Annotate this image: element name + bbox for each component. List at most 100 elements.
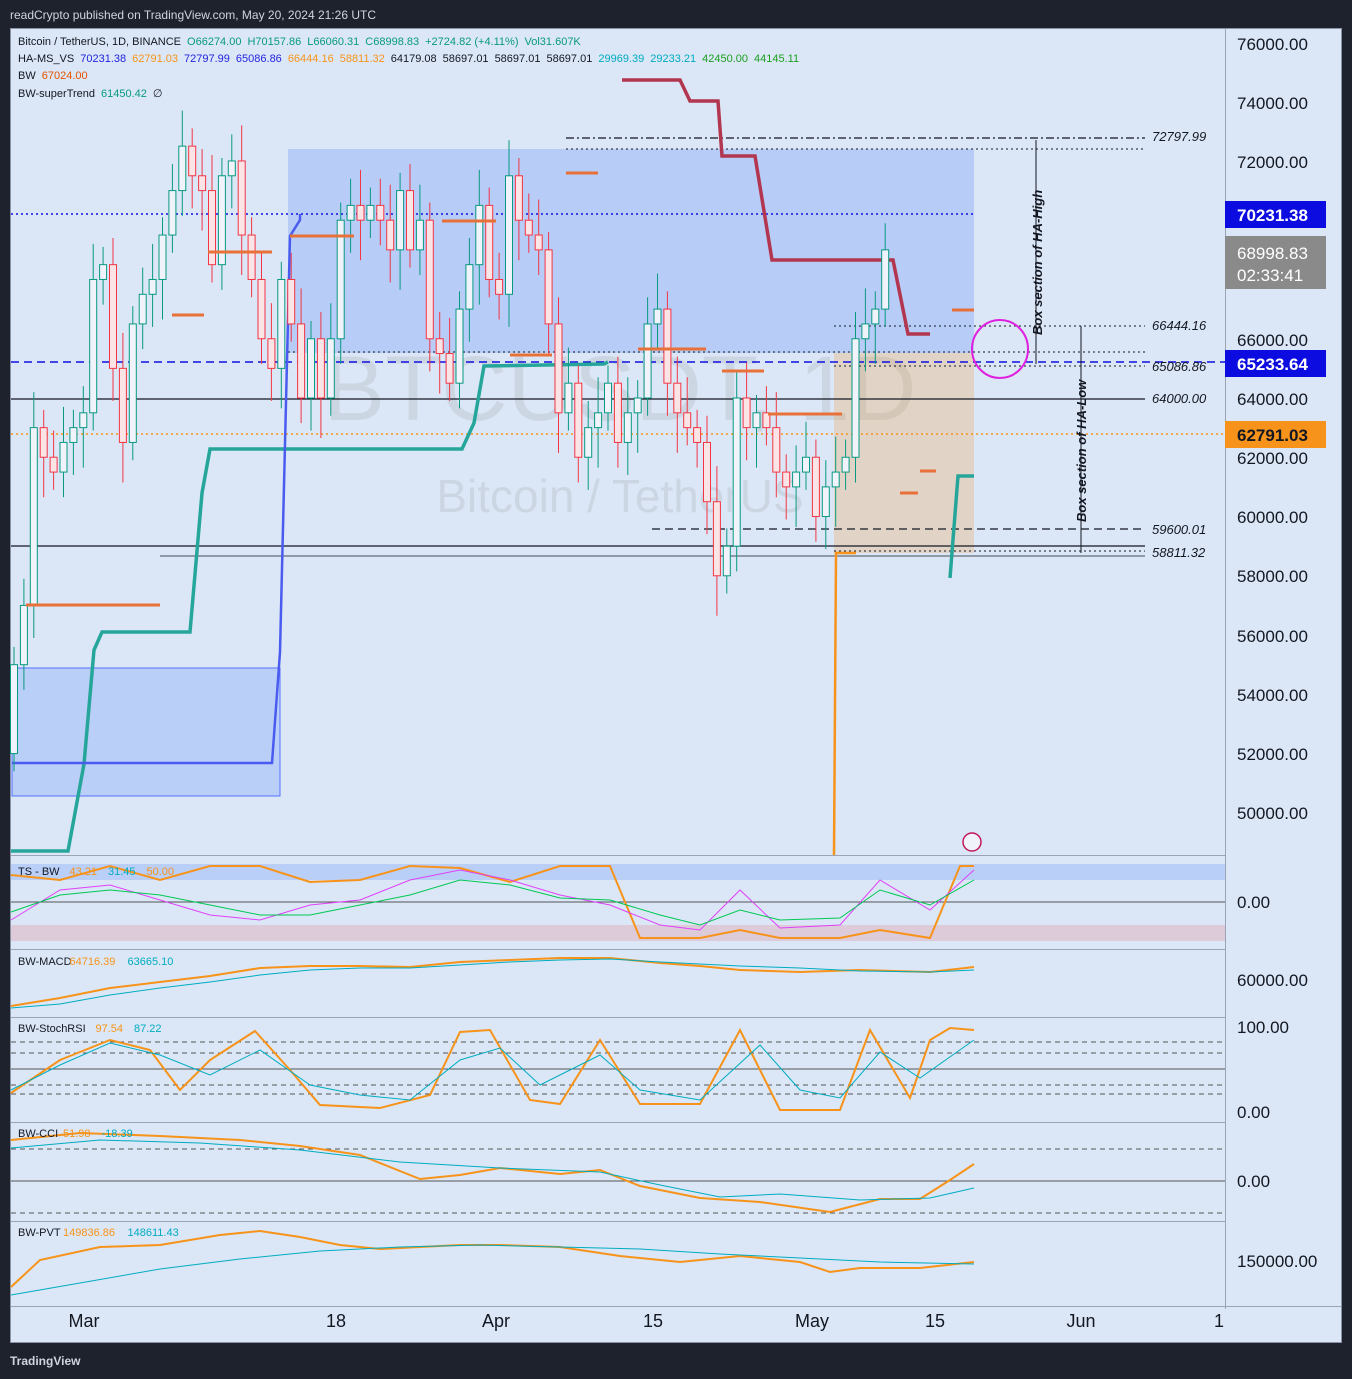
legend-value: O66274.00 — [187, 36, 242, 48]
badge-blue-mid-text: 65233.64 — [1237, 355, 1308, 374]
legend-value: 58697.01 — [546, 53, 593, 65]
x-axis-tick: Mar — [69, 1311, 100, 1331]
candle-body — [475, 204, 484, 266]
candle-body — [435, 338, 444, 355]
legend-value: 72797.99 — [184, 53, 230, 65]
pane-title: BW-CCI — [18, 1128, 58, 1140]
x-axis-tick: 1 — [1214, 1311, 1224, 1331]
badge-current-price: 68998.83 — [1237, 244, 1308, 263]
candle-body — [99, 264, 108, 280]
candle-body — [89, 278, 98, 414]
candle-body — [79, 412, 88, 429]
legend-value: 58697.01 — [442, 53, 489, 65]
ts-upper-band — [11, 864, 1225, 880]
legend-value: 62791.03 — [132, 53, 179, 65]
candle-body — [604, 382, 612, 414]
candle-body — [851, 338, 860, 458]
watermark-name: Bitcoin / TetherUS — [436, 470, 803, 522]
candle-body — [406, 190, 414, 251]
pane-title: TS - BW — [18, 866, 60, 878]
events-icon — [962, 832, 982, 852]
cci-teal-line — [10, 1139, 975, 1201]
legend-value: C68998.83 — [365, 36, 420, 48]
legend-value: 67024.00 — [41, 70, 88, 82]
candle-body — [673, 382, 682, 414]
price-axis-border — [1225, 29, 1226, 1309]
pane-value: 31.45 — [108, 866, 136, 878]
candle-body — [722, 545, 731, 577]
y-axis-tick: 54000.00 — [1237, 686, 1308, 705]
candle-body — [198, 175, 207, 192]
y-axis-tick: 60000.00 — [1237, 508, 1308, 527]
candle-body — [277, 278, 286, 369]
candle-body — [356, 204, 365, 221]
macd-teal-line — [10, 958, 975, 1009]
legend-supertrend: BW-superTrend 61450.42 ∅ — [18, 87, 169, 100]
candle-body — [495, 278, 504, 295]
pane-title: BW-StochRSI — [18, 1023, 86, 1035]
candle-body — [19, 604, 28, 666]
badge-blue-top — [1225, 201, 1326, 228]
candle-body — [158, 234, 167, 280]
ha-box-blue-early — [11, 667, 281, 797]
legend-value: 64179.08 — [390, 53, 437, 65]
y-axis-tick: 50000.00 — [1237, 804, 1308, 823]
candle-body — [643, 323, 652, 399]
legend-main: Bitcoin / TetherUS, 1D, BINANCE O66274.00… — [18, 36, 587, 48]
pane-value: 50.00 — [147, 866, 175, 878]
candle-body — [802, 456, 810, 473]
candle-body — [118, 367, 127, 443]
legend-value: 44145.11 — [754, 53, 800, 65]
candle-body — [554, 323, 563, 414]
legend-bw: BW 67024.00 — [18, 70, 94, 82]
candle-body — [69, 427, 78, 443]
x-axis-tick: May — [795, 1311, 829, 1331]
pane-separator — [11, 949, 1225, 950]
candle-body — [505, 175, 513, 295]
supertrend-line-recent — [948, 474, 974, 579]
level-label: 64000.00 — [1152, 391, 1207, 406]
candle-body — [861, 323, 870, 340]
pane-value: 87.22 — [134, 1023, 162, 1035]
candle-body — [316, 338, 325, 399]
pane-title: BW-MACD — [18, 956, 72, 968]
pane-value: 149836.86 — [63, 1227, 115, 1239]
ha-low-line — [832, 551, 856, 856]
stoch-axis-bottom: 0.00 — [1237, 1103, 1270, 1122]
pane-axis-tick: 150000.00 — [1237, 1252, 1317, 1271]
footer: TradingView — [0, 1346, 1352, 1379]
x-axis-tick: 15 — [925, 1311, 945, 1331]
pane-title: BW-PVT — [18, 1227, 61, 1239]
pane-separator — [11, 1306, 1225, 1307]
candle-body — [663, 308, 672, 384]
pane-separator — [11, 1221, 1225, 1222]
x-axis-tick: 15 — [643, 1311, 663, 1331]
candle-body — [178, 145, 187, 192]
ts-orange-line — [10, 864, 974, 940]
legend-value: +2724.82 (+4.11%) — [425, 36, 519, 48]
candle-body — [366, 204, 375, 221]
publish-header-text: readCrypto published on TradingView.com,… — [10, 8, 376, 22]
legend-value: BW-superTrend — [18, 88, 96, 100]
badge-current — [1225, 236, 1326, 289]
y-axis-tick: 72000.00 — [1237, 153, 1308, 172]
candle-body — [29, 427, 38, 606]
candle-body — [792, 471, 801, 488]
candle-body — [425, 219, 434, 340]
candle-body — [376, 204, 385, 221]
y-axis-tick: 74000.00 — [1237, 94, 1308, 113]
candle-body — [564, 382, 573, 414]
pane-value: 51.98 — [63, 1128, 91, 1140]
badge-countdown: 02:33:41 — [1237, 266, 1303, 285]
candle-body — [693, 427, 702, 443]
badge-orange-text: 62791.03 — [1237, 426, 1308, 445]
candle-body — [128, 323, 137, 443]
candle-body — [297, 323, 306, 399]
candle-body — [752, 412, 761, 429]
legend-value: 29969.39 — [598, 53, 645, 65]
x-axis-tick: Apr — [482, 1311, 510, 1331]
stoch-d-line — [10, 1039, 975, 1101]
ha-high-line — [12, 214, 302, 765]
y-axis-tick: 62000.00 — [1237, 449, 1308, 468]
